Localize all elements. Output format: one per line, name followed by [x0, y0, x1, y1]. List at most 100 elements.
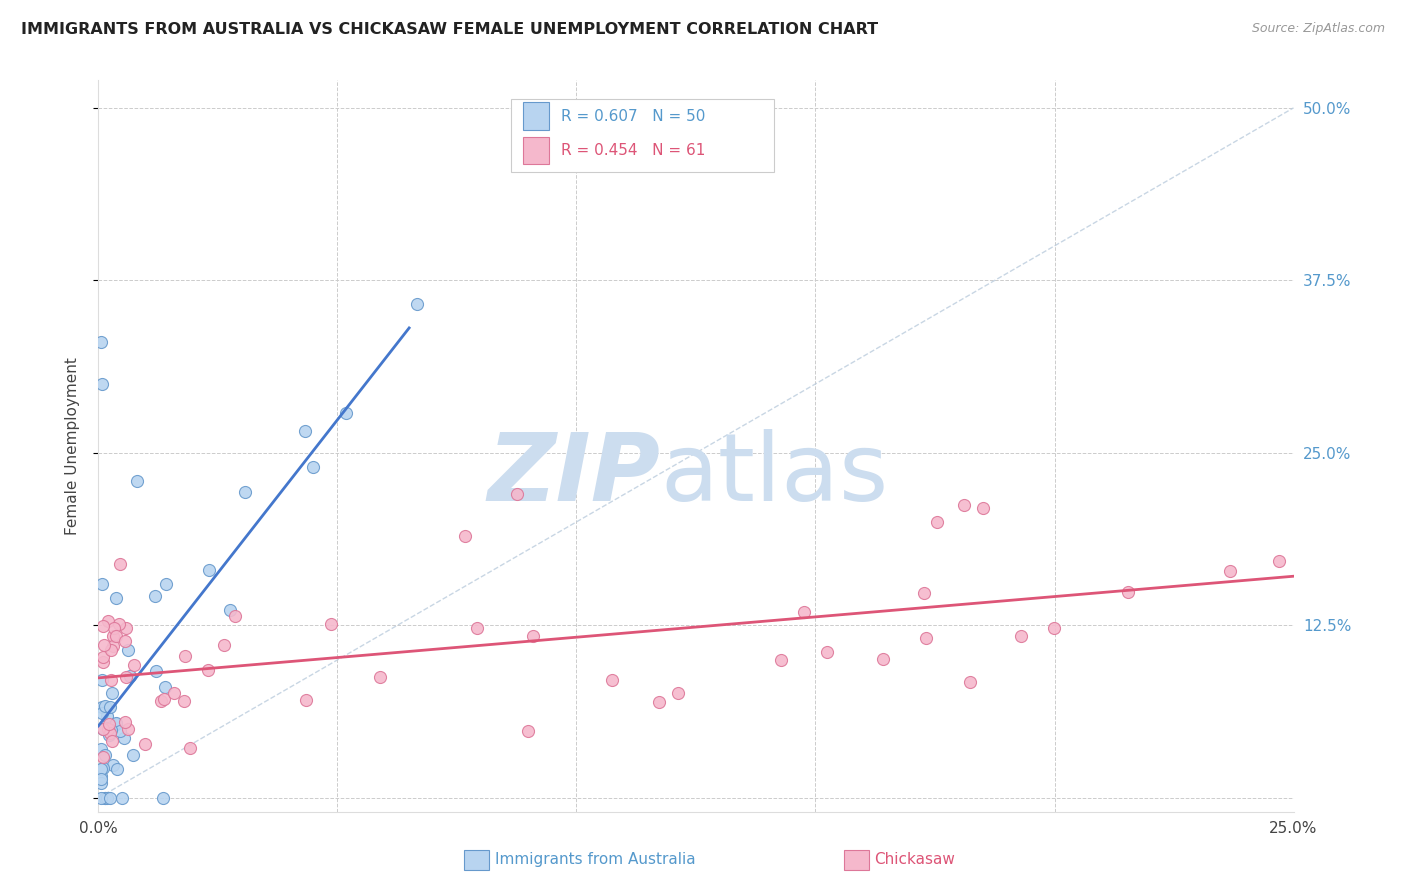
- Point: [117, 722, 139, 736]
- FancyBboxPatch shape: [510, 99, 773, 171]
- Point: [100, 642, 122, 657]
- Point: [104, 717, 127, 731]
- Point: [94, 791, 117, 805]
- Point: [198, 563, 221, 577]
- Point: [912, 585, 935, 599]
- Point: [114, 715, 136, 730]
- Point: [93, 638, 115, 652]
- Point: [97, 717, 120, 731]
- Point: [90, 769, 112, 783]
- Point: [197, 663, 219, 677]
- Point: [124, 657, 146, 672]
- Point: [98, 700, 121, 714]
- Point: [319, 616, 342, 631]
- Text: Immigrants from Australia: Immigrants from Australia: [495, 853, 696, 867]
- Point: [104, 591, 127, 605]
- Point: [212, 638, 235, 652]
- Point: [104, 716, 127, 731]
- Text: Source: ZipAtlas.com: Source: ZipAtlas.com: [1251, 22, 1385, 36]
- Point: [108, 616, 131, 631]
- Point: [121, 747, 143, 762]
- Text: ZIP: ZIP: [488, 429, 661, 521]
- Point: [953, 499, 976, 513]
- Point: [769, 653, 792, 667]
- Point: [648, 695, 671, 709]
- Point: [219, 603, 242, 617]
- Point: [173, 694, 195, 708]
- Point: [97, 614, 120, 628]
- Point: [100, 723, 122, 738]
- Point: [111, 791, 134, 805]
- Point: [155, 681, 177, 695]
- Point: [1010, 629, 1032, 643]
- Point: [91, 723, 114, 737]
- Point: [143, 589, 166, 603]
- Point: [117, 642, 139, 657]
- Point: [114, 633, 136, 648]
- Point: [115, 670, 138, 684]
- Point: [105, 715, 128, 730]
- Point: [91, 722, 114, 736]
- Point: [927, 515, 949, 529]
- Point: [101, 629, 124, 643]
- Point: [90, 577, 112, 591]
- Text: atlas: atlas: [661, 429, 889, 521]
- Text: R = 0.607   N = 50: R = 0.607 N = 50: [561, 109, 706, 124]
- Point: [98, 791, 121, 805]
- Point: [506, 487, 529, 501]
- Point: [91, 650, 114, 665]
- Point: [335, 407, 357, 421]
- Point: [1219, 564, 1241, 578]
- Point: [90, 376, 112, 391]
- Point: [91, 673, 114, 687]
- Point: [90, 741, 112, 756]
- Point: [972, 501, 994, 516]
- Point: [163, 686, 186, 700]
- Point: [517, 723, 540, 738]
- Point: [125, 474, 148, 488]
- Point: [94, 747, 117, 762]
- Point: [233, 484, 256, 499]
- FancyBboxPatch shape: [523, 103, 548, 130]
- FancyBboxPatch shape: [523, 136, 548, 164]
- Point: [96, 708, 118, 723]
- Point: [295, 693, 318, 707]
- Point: [152, 692, 174, 706]
- Point: [405, 297, 427, 311]
- Point: [98, 726, 121, 740]
- Point: [90, 772, 112, 786]
- Point: [301, 459, 323, 474]
- Point: [453, 529, 475, 543]
- Point: [103, 639, 125, 653]
- Point: [91, 706, 114, 720]
- Text: R = 0.454   N = 61: R = 0.454 N = 61: [561, 143, 706, 158]
- Point: [104, 629, 127, 643]
- Point: [872, 652, 894, 666]
- Point: [914, 631, 936, 645]
- Point: [294, 424, 316, 438]
- Point: [118, 669, 141, 683]
- Point: [465, 621, 488, 635]
- Point: [90, 762, 112, 776]
- Point: [96, 791, 118, 805]
- Point: [90, 791, 112, 805]
- Point: [959, 674, 981, 689]
- Point: [108, 557, 131, 571]
- Point: [90, 776, 112, 790]
- Point: [112, 731, 135, 745]
- Point: [224, 608, 246, 623]
- Point: [110, 723, 132, 738]
- Point: [179, 741, 201, 756]
- Point: [817, 645, 839, 659]
- Point: [105, 762, 128, 776]
- Point: [97, 722, 120, 736]
- Point: [152, 791, 174, 805]
- Point: [91, 700, 114, 714]
- Point: [103, 621, 125, 635]
- Point: [91, 749, 114, 764]
- Point: [368, 670, 391, 684]
- Y-axis label: Female Unemployment: Female Unemployment: [65, 357, 80, 535]
- Point: [1116, 585, 1139, 599]
- Point: [98, 728, 121, 742]
- Text: Chickasaw: Chickasaw: [875, 853, 956, 867]
